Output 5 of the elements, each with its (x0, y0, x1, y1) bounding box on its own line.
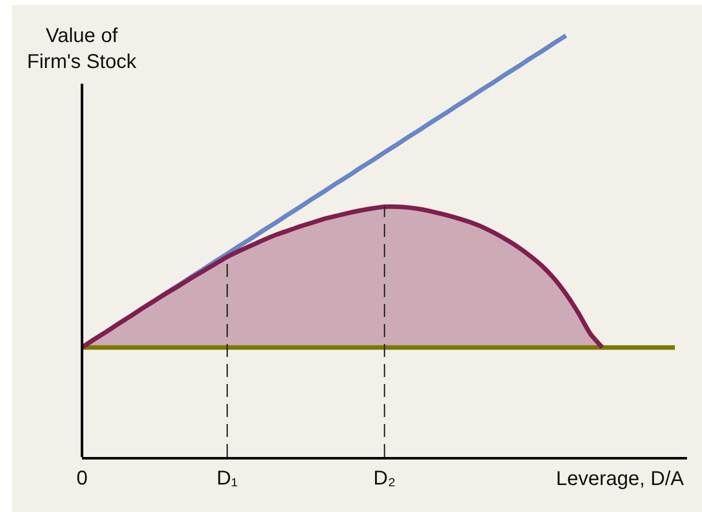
x-tick-label: D₂ (373, 468, 396, 490)
x-tick-label: D₁ (216, 468, 238, 490)
x-tick-label: 0 (76, 468, 88, 490)
x-axis-title: Leverage, D/A (556, 468, 685, 490)
y-axis-title: Value of Firm's Stock (27, 25, 138, 73)
